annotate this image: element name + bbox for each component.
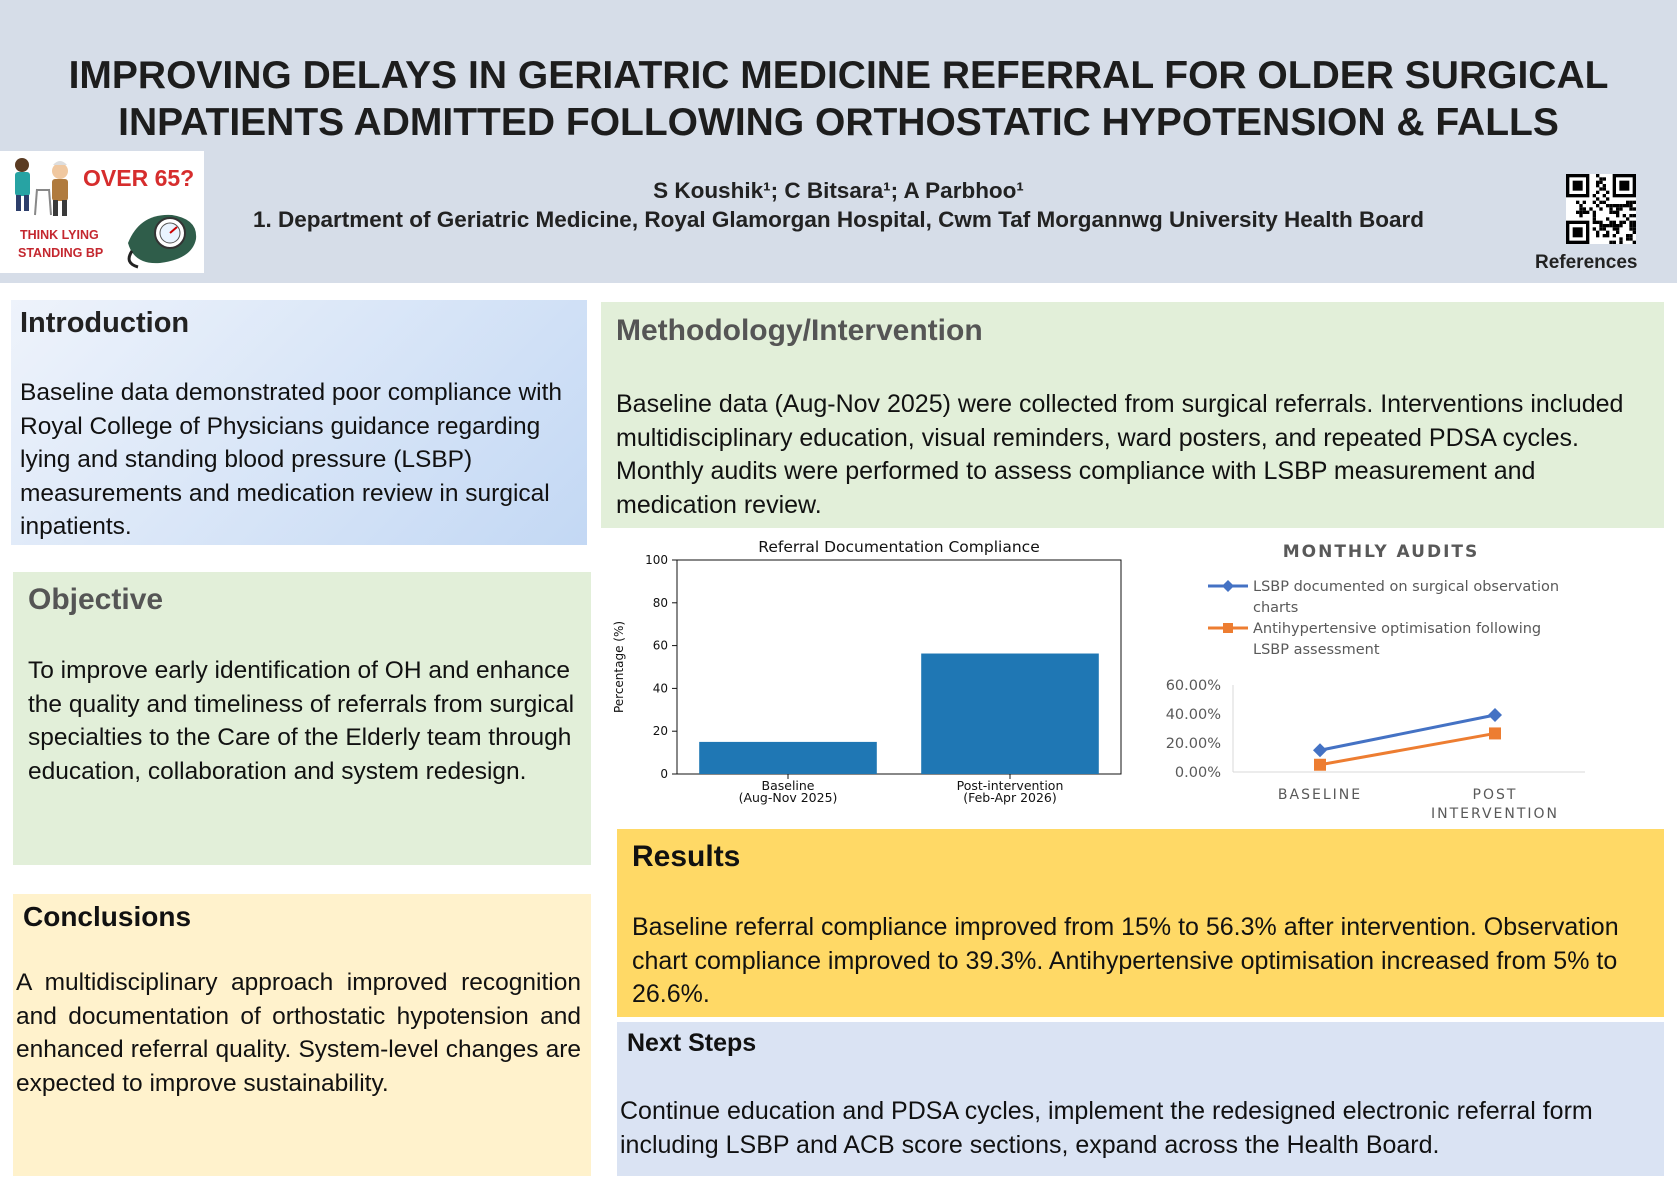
legend-label: Antihypertensive optimisation following (1253, 621, 1541, 637)
objective-body: To improve early identification of OH an… (28, 657, 575, 785)
affiliation: 1. Department of Geriatric Medicine, Roy… (252, 207, 1425, 232)
legend-label: LSBP documented on surgical observation (1253, 579, 1559, 595)
x-tick-label: (Aug-Nov 2025) (739, 790, 838, 805)
objective-heading: Objective (28, 583, 164, 616)
data-point (1313, 743, 1327, 758)
line-chart-monthly-audits: MONTHLY AUDITS LSBP documented on surgica… (1166, 542, 1585, 822)
authors: S Koushik¹; C Bitsara¹; A Parbhoo¹ (653, 178, 1024, 203)
poster-title: IMPROVING DELAYS IN GERIATRIC MEDICINE R… (20, 52, 1657, 146)
data-point (1489, 727, 1501, 740)
methodology-heading: Methodology/Intervention (616, 314, 983, 347)
methodology-body: Baseline data (Aug-Nov 2025) were collec… (616, 390, 1624, 519)
bar (921, 653, 1099, 774)
conclusions-body: A multidisciplinary approach improved re… (16, 969, 581, 1097)
line-chart-title: MONTHLY AUDITS (1283, 542, 1480, 562)
next-steps-body: Continue education and PDSA cycles, impl… (620, 1097, 1593, 1159)
references-link[interactable]: References (1535, 252, 1638, 273)
bar-chart-referral-compliance: Referral Documentation Compliance 0 20 40 60… (612, 538, 1122, 805)
blood-pressure-cuff-icon (127, 214, 197, 269)
x-tick-label: Post-intervention (957, 778, 1064, 793)
y-tick-label: 20.00% (1166, 736, 1221, 752)
references-qr-code[interactable] (1566, 174, 1636, 244)
y-tick-label: 60.00% (1166, 678, 1221, 694)
legend-label: LSBP assessment (1253, 642, 1380, 658)
x-tick-label: Baseline (762, 778, 815, 793)
next-steps-section: Next Steps Continue education and PDSA c… (617, 1022, 1664, 1176)
objective-section: Objective To improve early identificatio… (13, 572, 591, 865)
results-heading: Results (632, 840, 741, 873)
logo-line-1: THINK LYING (20, 228, 99, 242)
bar-chart-frame (676, 559, 1122, 775)
methodology-section: Methodology/Intervention Baseline data (… (601, 302, 1664, 528)
series-line (1319, 713, 1496, 752)
y-tick-label: 60 (653, 639, 668, 653)
next-steps-heading: Next Steps (627, 1029, 757, 1057)
y-tick-label: 100 (645, 553, 668, 567)
y-tick-label: 0.00% (1175, 765, 1221, 781)
walker-figure-icon (15, 158, 68, 216)
data-point (1488, 708, 1502, 723)
y-tick-label: 40.00% (1166, 707, 1221, 723)
title-line-1: IMPROVING DELAYS IN GERIATRIC MEDICINE R… (68, 54, 1609, 97)
y-tick-label: 0 (660, 767, 668, 781)
introduction-body: Baseline data demonstrated poor complian… (20, 379, 563, 540)
legend-marker (1223, 623, 1233, 633)
campaign-logo: OVER 65? THINK LYING STANDING BP (0, 151, 204, 273)
bar-chart-title: Referral Documentation Compliance (758, 538, 1039, 556)
y-tick-label: 80 (653, 596, 668, 610)
poster-header (0, 0, 1677, 283)
x-tick-label: (Feb-Apr 2026) (963, 790, 1057, 805)
logo-headline: OVER 65? (83, 165, 194, 191)
title-line-2: INPATIENTS ADMITTED FOLLOWING ORTHOSTATI… (118, 101, 1559, 144)
x-tick-label: INTERVENTION (1431, 806, 1559, 822)
conclusions-section: Conclusions A multidisciplinary approach… (13, 894, 591, 1176)
legend-label: charts (1253, 600, 1298, 616)
x-tick-label: BASELINE (1278, 787, 1362, 803)
logo-line-2: STANDING BP (18, 246, 103, 260)
bar (699, 741, 877, 774)
logo-illustration: OVER 65? THINK LYING STANDING BP (15, 158, 197, 269)
y-tick-label: 40 (653, 681, 668, 695)
introduction-heading: Introduction (20, 307, 190, 339)
legend-marker (1222, 580, 1234, 592)
conclusions-heading: Conclusions (23, 901, 192, 932)
introduction-section: Introduction Baseline data demonstrated … (11, 300, 587, 545)
results-body: Baseline referral compliance improved fr… (632, 913, 1619, 1008)
qr-code-icon (1566, 174, 1636, 244)
y-axis-label: Percentage (%) (612, 621, 626, 713)
y-tick-label: 20 (653, 724, 668, 738)
data-point (1314, 758, 1326, 771)
results-section: Results Baseline referral compliance imp… (617, 829, 1664, 1017)
series-line (1319, 731, 1496, 767)
x-tick-label: POST (1473, 787, 1518, 803)
